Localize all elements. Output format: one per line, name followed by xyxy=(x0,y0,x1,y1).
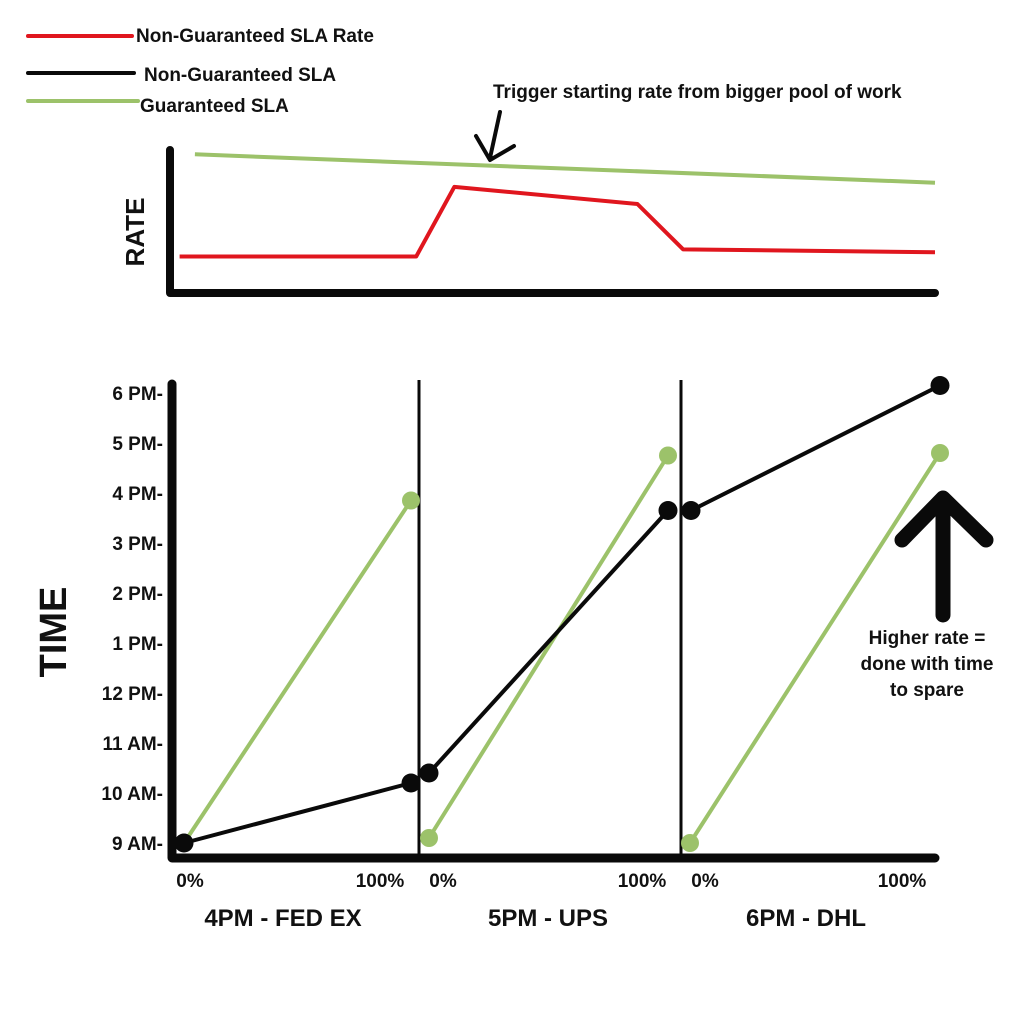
x-tick-label: 100% xyxy=(618,871,667,892)
rate-chart: RATE xyxy=(120,146,939,297)
time-tick-label: 3 PM- xyxy=(112,534,163,555)
rate-axes xyxy=(166,146,939,297)
time-series-line xyxy=(427,509,670,775)
x-tick-label: 0% xyxy=(176,871,204,892)
time-point xyxy=(659,446,677,465)
legend: Non-Guaranteed SLA Rate Non-Guaranteed SL… xyxy=(26,26,374,117)
time-axes xyxy=(167,379,940,863)
time-point xyxy=(931,444,949,462)
time-point xyxy=(401,773,421,793)
panel-title: 6PM - DHL xyxy=(746,905,866,932)
legend-label-guaranteed_sla: Guaranteed SLA xyxy=(140,96,289,117)
time-series-line xyxy=(182,499,413,845)
rate-series-line xyxy=(194,152,936,185)
time-series-line xyxy=(183,781,412,845)
time-point xyxy=(419,763,439,783)
time-tick-label: 4 PM- xyxy=(112,484,163,505)
up-arrow-icon xyxy=(894,490,994,623)
time-tick-label: 6 PM- xyxy=(112,384,163,405)
time-point xyxy=(402,491,420,510)
time-point xyxy=(930,376,950,395)
time-chart: 9 AM- 10 AM- 11 AM- 12 PM- 1 PM- 2 PM- 3 PM- 4 … xyxy=(33,376,950,932)
time-series-line xyxy=(688,451,942,845)
higher-rate-annotation-line: done with time xyxy=(861,654,994,675)
time-tick-label: 1 PM- xyxy=(112,634,163,655)
time-tick-label: 5 PM- xyxy=(112,434,163,455)
panel-title: 4PM - FED EX xyxy=(204,905,361,932)
time-point xyxy=(681,834,699,852)
time-point xyxy=(174,833,194,853)
panel-title: 5PM - UPS xyxy=(488,905,608,932)
time-series-line xyxy=(690,383,941,513)
time-tick-label: 12 PM- xyxy=(102,684,163,705)
time-axis-label: TIME xyxy=(33,587,75,678)
higher-rate-annotation-line: Higher rate = xyxy=(869,628,986,649)
time-tick-label: 10 AM- xyxy=(101,784,163,805)
time-tick-label: 11 AM- xyxy=(102,734,163,755)
x-tick-label: 0% xyxy=(691,871,719,892)
legend-label-non_guaranteed_sla: Non-Guaranteed SLA xyxy=(144,65,336,86)
time-tick-label: 2 PM- xyxy=(112,584,163,605)
time-point xyxy=(681,501,701,520)
x-tick-label: 100% xyxy=(878,871,927,892)
x-tick-label: 100% xyxy=(356,871,405,892)
down-arrow-icon xyxy=(474,110,516,162)
time-point xyxy=(420,829,438,847)
time-series-line xyxy=(427,454,670,840)
x-tick-label: 0% xyxy=(429,871,457,892)
time-tick-label: 9 AM- xyxy=(112,834,163,855)
rate-axis-label: RATE xyxy=(120,198,150,267)
trigger-annotation: Trigger starting rate from bigger pool o… xyxy=(493,82,902,103)
rate-series-line xyxy=(179,184,936,259)
legend-label-non_guaranteed_rate: Non-Guaranteed SLA Rate xyxy=(136,26,374,47)
time-point xyxy=(658,501,678,520)
annotations: Trigger starting rate from bigger pool o… xyxy=(474,82,994,701)
higher-rate-annotation-line: to spare xyxy=(890,680,964,701)
